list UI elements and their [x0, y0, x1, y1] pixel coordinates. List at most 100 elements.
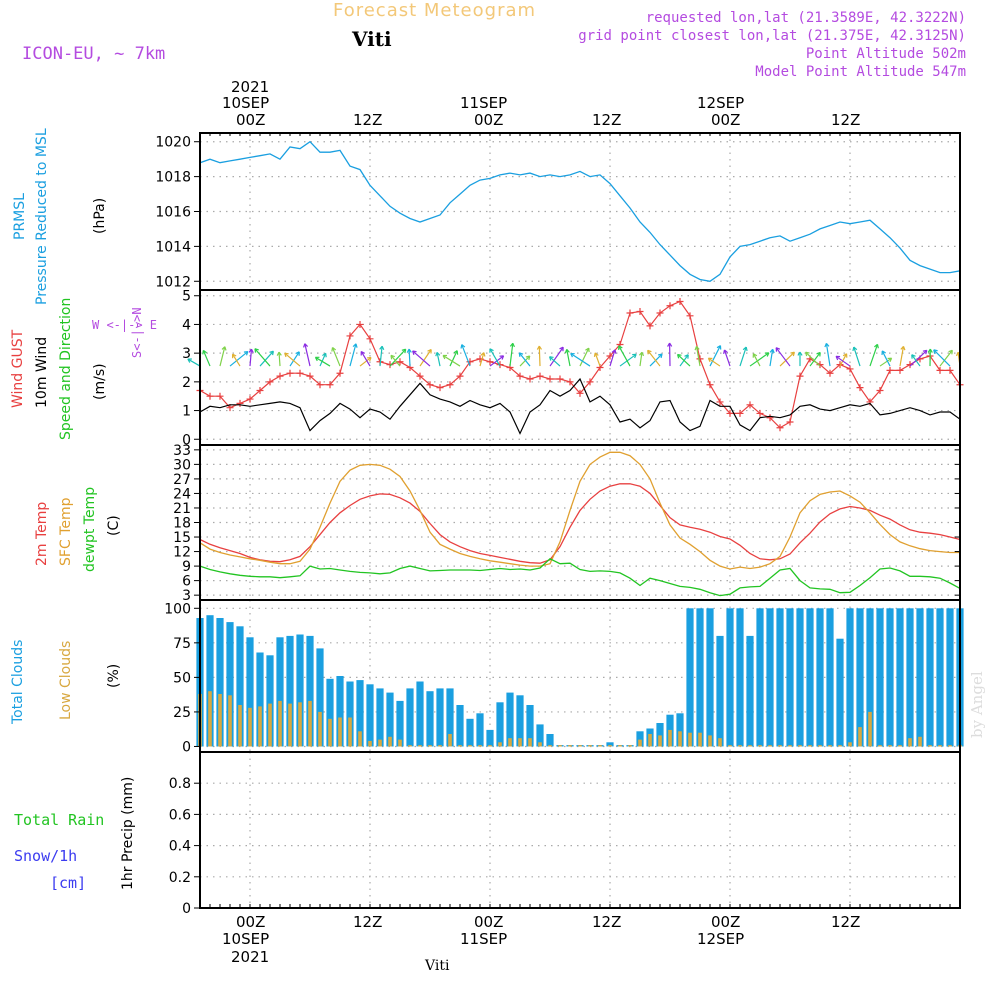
low-cloud-bar — [508, 738, 512, 747]
wind-arrow-head — [638, 351, 645, 357]
wind-arrow — [911, 354, 921, 367]
total-cloud-bar — [386, 692, 394, 747]
gust-marker — [566, 378, 574, 386]
low-cloud-bar — [938, 745, 942, 747]
wind-arrow-head — [564, 348, 570, 354]
gust-marker — [426, 381, 434, 389]
dewpt-line — [199, 558, 961, 597]
y-tick-label: 1012 — [155, 274, 191, 290]
wind-arrow-head — [824, 342, 830, 348]
wind-arrow-head — [676, 353, 682, 359]
gust-marker — [696, 355, 704, 363]
low-cloud-bar — [338, 717, 342, 747]
wind-arrow — [579, 347, 590, 367]
wind-arrow-head — [499, 355, 505, 360]
wind-arrow-head — [684, 354, 689, 359]
total-cloud-bar — [216, 618, 224, 747]
wind-arrow — [825, 343, 831, 367]
wind-arrow — [219, 346, 226, 367]
wind-arrow-head — [716, 345, 722, 350]
wind-arrow-head — [933, 349, 938, 354]
wind-arrow-head — [427, 348, 432, 354]
gust-marker — [366, 335, 374, 343]
wind-arrow — [881, 350, 891, 367]
gust-marker — [206, 392, 214, 400]
wind-arrow — [594, 352, 601, 367]
top-hour-label: 12Z — [592, 111, 622, 129]
total-cloud-bar — [256, 652, 264, 747]
low-cloud-bar — [218, 694, 222, 747]
total-cloud-bar — [206, 615, 214, 747]
y-tick-label: 9 — [182, 559, 191, 575]
total-cloud-bar — [436, 688, 444, 747]
y-tick-label: 2 — [182, 375, 191, 391]
requested-coords: requested lon,lat (21.3589E, 42.3222N) — [645, 10, 966, 26]
gust-marker — [586, 378, 594, 386]
total-cloud-bar — [906, 608, 914, 747]
y-tick-label: 27 — [173, 472, 191, 488]
wind-arrow-head — [331, 347, 337, 352]
wind-arrow-head — [549, 356, 554, 361]
low-cloud-bar — [868, 711, 872, 747]
total-cloud-bar — [606, 742, 614, 747]
wind-arrow-head — [322, 352, 327, 358]
wind-arrow-head — [611, 349, 617, 354]
low-cloud-bar — [678, 731, 682, 747]
gust-marker — [716, 398, 724, 406]
gust-marker — [626, 309, 634, 317]
low-cloud-bar — [878, 745, 882, 747]
wind-arrow-head — [694, 345, 700, 351]
total-cloud-bar — [716, 635, 724, 747]
total-cloud-bar — [736, 608, 744, 747]
gust-marker — [346, 332, 354, 340]
top-hour-label: 00Z — [711, 111, 741, 129]
total-cloud-bar — [346, 681, 354, 747]
gust-marker — [706, 381, 714, 389]
total-cloud-bar — [936, 608, 944, 747]
gust-marker — [836, 361, 844, 369]
wind-arrow — [229, 351, 249, 367]
gust-marker — [736, 409, 744, 417]
precip-label-snow-unit: [cm] — [50, 874, 87, 892]
wind-arrow-head — [412, 350, 417, 355]
low-cloud-bar — [778, 745, 782, 747]
y-tick-label: 0.8 — [169, 776, 191, 792]
wind-arrow-head — [881, 350, 886, 355]
wind-arrow — [909, 349, 928, 367]
low-cloud-bar — [818, 745, 822, 747]
gust-marker — [796, 372, 804, 380]
y-tick-label: 0 — [182, 901, 191, 917]
low-cloud-bar — [258, 706, 262, 747]
low-cloud-bar — [848, 742, 852, 747]
wind-arrow — [723, 349, 731, 367]
y-tick-label: 0.2 — [169, 870, 191, 886]
model-altitude: Model Point Altitude 547m — [755, 64, 966, 80]
wind-arrow-head — [948, 349, 953, 355]
wind-arrow — [775, 347, 791, 367]
low-cloud-bar — [428, 745, 432, 747]
wind-arrow — [284, 352, 301, 367]
wind-arrow — [839, 353, 848, 367]
y-tick-label: 50 — [173, 670, 191, 686]
wind-arrow — [389, 348, 407, 367]
gust-marker — [556, 375, 564, 383]
wind-arrow — [289, 351, 300, 367]
wind-arrow-head — [742, 346, 748, 352]
wind-arrow — [412, 350, 431, 367]
wind-arrow — [739, 346, 747, 367]
wind-arrow — [360, 351, 371, 367]
bottom-date-label: 12SEP — [697, 930, 745, 948]
gust-marker — [726, 409, 734, 417]
tick-layer: 1012101410161018102001234536912151821242… — [155, 133, 961, 917]
gust-marker — [466, 358, 474, 366]
wind-arrow-head — [723, 349, 728, 355]
low-cloud-bar — [638, 739, 642, 747]
wind-arrow — [187, 358, 201, 367]
low-cloud-bar — [288, 703, 292, 747]
y-tick-label: 24 — [173, 486, 191, 502]
wind-arrow — [708, 357, 721, 367]
wind-arrow — [695, 346, 701, 367]
total-cloud-bar — [516, 695, 524, 747]
total-cloud-bar — [366, 684, 374, 747]
